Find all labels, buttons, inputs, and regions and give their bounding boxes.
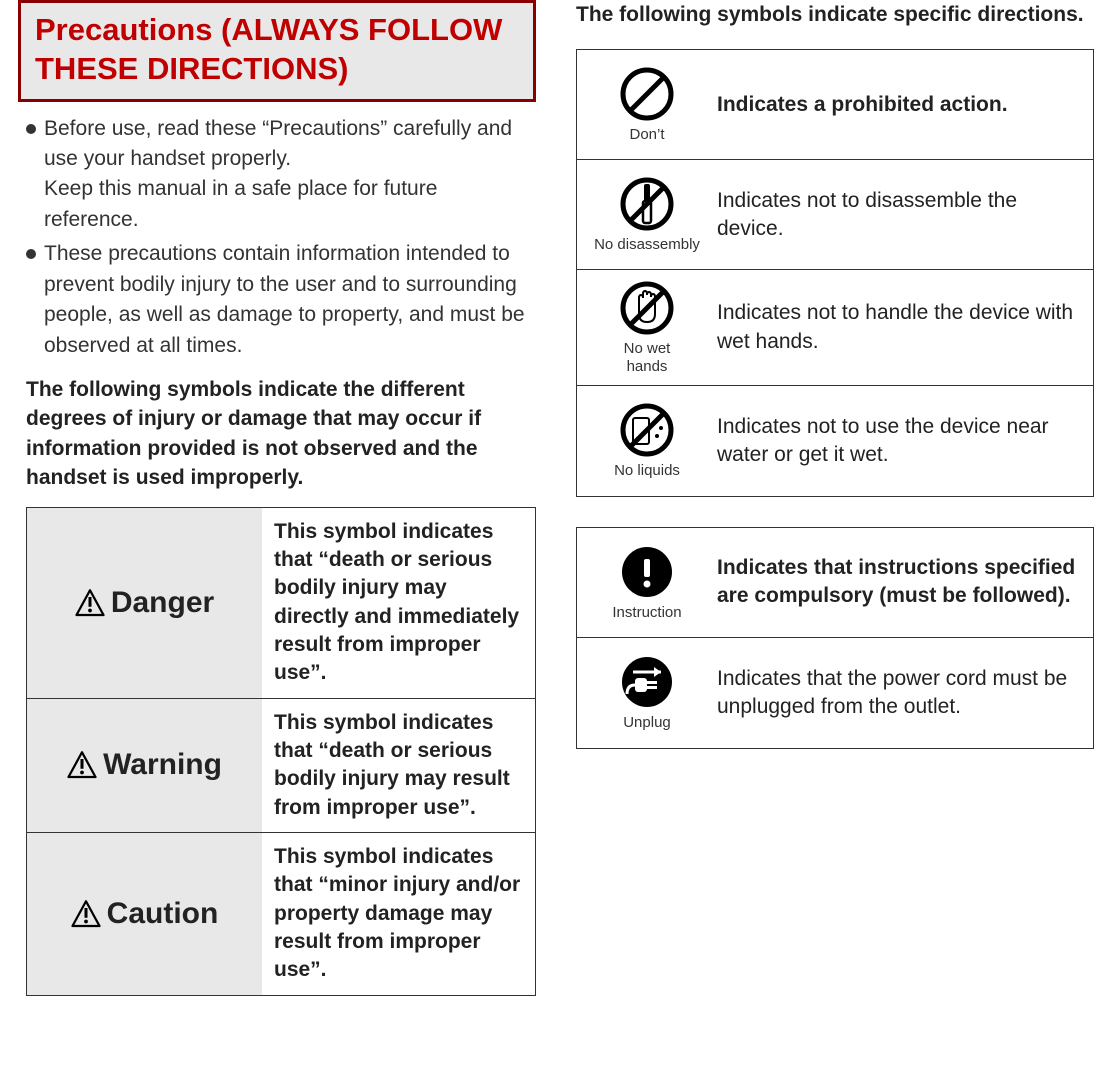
no-disassembly-icon xyxy=(619,176,675,232)
dont-icon xyxy=(619,66,675,122)
symbol-caption: No wet hands xyxy=(624,340,671,375)
symbol-row-dont: Don’t Indicates a prohibited action. xyxy=(577,50,1093,160)
symbol-desc: Indicates not to use the device near wat… xyxy=(717,413,1079,470)
banner-title: Precautions (ALWAYS FOLLOW THESE DIRECTI… xyxy=(35,11,519,89)
symbol-row-no-disassembly: No disassembly Indicates not to disassem… xyxy=(577,160,1093,270)
severity-word: Caution xyxy=(107,897,219,931)
severity-row-danger: Danger This symbol indicates that “death… xyxy=(27,508,535,699)
bullet-text: These precautions contain information in… xyxy=(44,242,525,356)
symbol-caption: Instruction xyxy=(612,604,681,621)
warning-triangle-icon xyxy=(71,899,101,929)
severity-word: Danger xyxy=(111,586,214,620)
warning-triangle-icon xyxy=(67,750,97,780)
lead-text: The following symbols indicate the diffe… xyxy=(18,375,536,493)
no-wet-hands-icon xyxy=(619,280,675,336)
right-column: The following symbols indicate specific … xyxy=(576,0,1094,1079)
bullet-text: Before use, read these “Precautions” car… xyxy=(44,117,512,170)
severity-desc: This symbol indicates that “minor injury… xyxy=(262,833,535,995)
bullet-list: Before use, read these “Precautions” car… xyxy=(18,114,536,366)
warning-triangle-icon xyxy=(75,588,105,618)
symbol-caption: Unplug xyxy=(623,714,671,731)
severity-word: Warning xyxy=(103,748,222,782)
severity-table: Danger This symbol indicates that “death… xyxy=(26,507,536,996)
instruction-icon xyxy=(619,544,675,600)
bullet-subtext: Keep this manual in a safe place for fut… xyxy=(44,174,536,235)
severity-row-warning: Warning This symbol indicates that “deat… xyxy=(27,699,535,833)
page: Precautions (ALWAYS FOLLOW THESE DIRECTI… xyxy=(0,0,1112,1079)
unplug-icon xyxy=(619,654,675,710)
symbol-cell: Don’t xyxy=(577,66,717,143)
no-liquids-icon xyxy=(619,402,675,458)
symbol-desc: Indicates not to handle the device with … xyxy=(717,299,1079,356)
precautions-banner: Precautions (ALWAYS FOLLOW THESE DIRECTI… xyxy=(18,0,536,102)
symbol-desc: Indicates that the power cord must be un… xyxy=(717,665,1079,722)
symbol-desc: Indicates a prohibited action. xyxy=(717,91,1079,119)
symbol-cell: Unplug xyxy=(577,654,717,731)
symbol-cell: No disassembly xyxy=(577,176,717,253)
symbol-caption: No liquids xyxy=(614,462,680,479)
severity-row-caution: Caution This symbol indicates that “mino… xyxy=(27,833,535,995)
symbol-row-no-wet-hands: No wet hands Indicates not to handle the… xyxy=(577,270,1093,386)
symbol-caption: Don’t xyxy=(629,126,664,143)
symbol-row-no-liquids: No liquids Indicates not to use the devi… xyxy=(577,386,1093,496)
bullet-item: These precautions contain information in… xyxy=(26,239,536,361)
instruction-symbols-box: Instruction Indicates that instructions … xyxy=(576,527,1094,749)
severity-label: Warning xyxy=(27,699,262,832)
symbol-row-instruction: Instruction Indicates that instructions … xyxy=(577,528,1093,638)
symbol-caption: No disassembly xyxy=(594,236,700,253)
bullet-item: Before use, read these “Precautions” car… xyxy=(26,114,536,236)
symbol-cell: No wet hands xyxy=(577,280,717,375)
severity-label: Caution xyxy=(27,833,262,995)
left-column: Precautions (ALWAYS FOLLOW THESE DIRECTI… xyxy=(18,0,536,1079)
symbol-desc: Indicates that instructions specified ar… xyxy=(717,554,1079,611)
symbol-cell: No liquids xyxy=(577,402,717,479)
right-intro: The following symbols indicate specific … xyxy=(576,0,1094,29)
symbol-desc: Indicates not to disassemble the device. xyxy=(717,187,1079,244)
severity-label: Danger xyxy=(27,508,262,698)
severity-desc: This symbol indicates that “death or ser… xyxy=(262,699,535,832)
prohibited-symbols-box: Don’t Indicates a prohibited action. No … xyxy=(576,49,1094,497)
symbol-row-unplug: Unplug Indicates that the power cord mus… xyxy=(577,638,1093,748)
severity-desc: This symbol indicates that “death or ser… xyxy=(262,508,535,698)
symbol-cell: Instruction xyxy=(577,544,717,621)
